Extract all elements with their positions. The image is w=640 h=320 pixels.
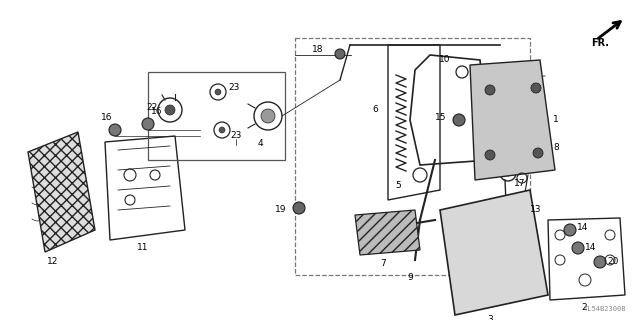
Circle shape <box>505 170 511 176</box>
Text: 18: 18 <box>312 44 324 53</box>
Text: 10: 10 <box>439 55 451 65</box>
Text: 9: 9 <box>407 274 413 283</box>
Text: 3: 3 <box>487 316 493 320</box>
Text: 14: 14 <box>586 244 596 252</box>
Text: TL54B2300B: TL54B2300B <box>584 306 626 312</box>
Circle shape <box>594 256 606 268</box>
Circle shape <box>453 114 465 126</box>
Text: 20: 20 <box>607 258 619 267</box>
Circle shape <box>507 243 517 253</box>
Circle shape <box>564 224 576 236</box>
Text: 14: 14 <box>577 223 589 233</box>
Text: 17: 17 <box>515 179 525 188</box>
Circle shape <box>533 148 543 158</box>
Polygon shape <box>470 60 555 180</box>
Polygon shape <box>355 210 420 255</box>
Circle shape <box>142 118 154 130</box>
Text: 23: 23 <box>228 84 240 92</box>
Text: 11: 11 <box>137 244 148 252</box>
Circle shape <box>293 202 305 214</box>
Bar <box>148 72 285 160</box>
Polygon shape <box>28 132 95 252</box>
Text: 16: 16 <box>101 114 113 123</box>
Text: 7: 7 <box>380 259 386 268</box>
Circle shape <box>335 49 345 59</box>
Text: 6: 6 <box>372 106 378 115</box>
Circle shape <box>219 127 225 133</box>
Text: 21: 21 <box>492 241 504 250</box>
Text: FR.: FR. <box>591 38 609 48</box>
Text: 8: 8 <box>553 143 559 153</box>
Circle shape <box>531 83 541 93</box>
Circle shape <box>485 150 495 160</box>
Text: 1: 1 <box>553 116 559 124</box>
Circle shape <box>572 242 584 254</box>
Circle shape <box>261 109 275 123</box>
Text: 4: 4 <box>257 139 263 148</box>
Text: 15: 15 <box>435 114 447 123</box>
Text: 19: 19 <box>275 205 287 214</box>
Text: 2: 2 <box>581 303 587 313</box>
Text: 12: 12 <box>47 258 59 267</box>
Circle shape <box>109 124 121 136</box>
Circle shape <box>215 89 221 95</box>
Circle shape <box>165 105 175 115</box>
Circle shape <box>485 85 495 95</box>
Text: 22: 22 <box>147 103 157 113</box>
Text: 13: 13 <box>531 205 541 214</box>
Polygon shape <box>440 190 548 315</box>
Text: 23: 23 <box>230 131 242 140</box>
Text: 5: 5 <box>395 180 401 189</box>
Text: 16: 16 <box>151 108 163 116</box>
Bar <box>295 38 530 275</box>
